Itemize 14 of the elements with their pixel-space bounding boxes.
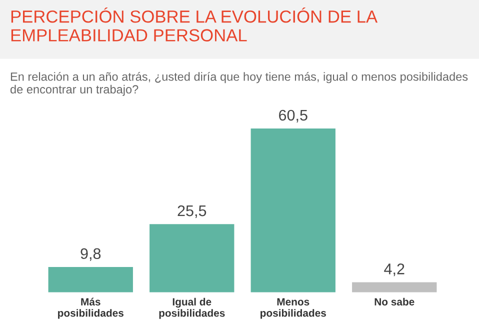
x-tick-label: No sabe: [374, 298, 414, 306]
data-label: 9,8: [80, 248, 101, 261]
data-label: 4,2: [384, 264, 404, 276]
x-tick-label: Más posibilidades: [58, 298, 124, 319]
data-label: 60,5: [279, 110, 308, 122]
bar: [350, 280, 438, 293]
chart-subtitle: En relación a un año atrás, ¿usted diría que hoy tiene más, igual o menos posibilidades de encontrar un trabajo?: [10, 72, 468, 96]
bar: [148, 222, 236, 293]
chart-title: PERCEPCIÓN SOBRE LA EVOLUCIÓN DE LA EMPLEABILIDAD PERSONAL: [11, 8, 378, 42]
bar: [249, 127, 337, 293]
x-tick-label: Igual de posibilidades: [159, 298, 225, 319]
bar: [46, 266, 134, 293]
x-tick-label: Menos posibilidades: [260, 298, 326, 319]
data-label: 25,5: [178, 205, 206, 218]
